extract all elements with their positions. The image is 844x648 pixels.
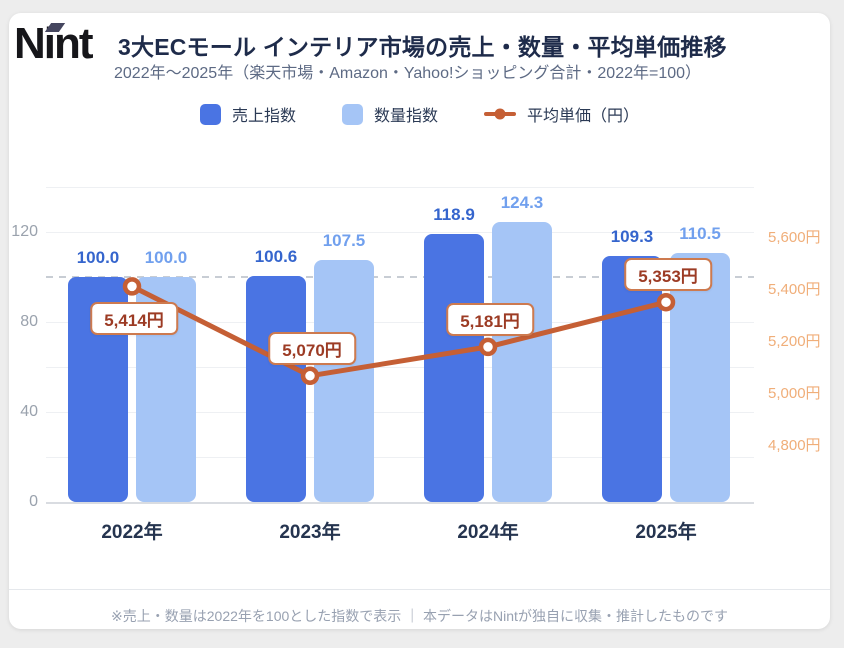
quantity-value-label: 124.3 bbox=[500, 193, 544, 213]
chart-legend: 売上指数 数量指数 平均単価（円） bbox=[9, 102, 830, 126]
legend-item-price: 平均単価（円） bbox=[484, 102, 639, 126]
legend-label-price: 平均単価（円） bbox=[527, 108, 640, 125]
x-axis-label: 2023年 bbox=[279, 522, 341, 543]
legend-item-sales: 売上指数 bbox=[199, 102, 296, 126]
grid-line bbox=[46, 187, 754, 188]
quantity-bar bbox=[492, 222, 552, 502]
reference-line-100 bbox=[46, 276, 754, 278]
left-axis-tick: 120 bbox=[11, 223, 38, 240]
quantity-value-label: 100.0 bbox=[144, 248, 188, 267]
legend-item-quantity: 数量指数 bbox=[341, 102, 438, 126]
price-value-label: 5,414円 bbox=[90, 302, 178, 336]
price-value-label: 5,353円 bbox=[624, 258, 712, 292]
left-axis-tick: 0 bbox=[29, 493, 38, 510]
page-subtitle: 2022年～2025年（楽天市場・Amazon・Yahoo!ショッピング合計・2… bbox=[114, 65, 702, 82]
price-value-label: 5,181円 bbox=[446, 302, 534, 336]
sales-bar bbox=[246, 275, 306, 502]
footer-note: ※売上・数量は2022年を100とした指数で表示 ｜ 本データはNintが独自に… bbox=[111, 608, 728, 624]
footer-divider bbox=[9, 589, 830, 590]
right-axis-tick: 5,000円 bbox=[768, 385, 821, 402]
x-axis-label: 2025年 bbox=[635, 522, 697, 543]
sales-bar bbox=[602, 256, 662, 502]
price-value-label: 5,070円 bbox=[268, 331, 356, 365]
price-line-marker-icon bbox=[484, 108, 516, 120]
sales-swatch-icon bbox=[199, 103, 221, 125]
right-axis-tick: 5,600円 bbox=[768, 229, 821, 246]
quantity-swatch-icon bbox=[341, 103, 363, 125]
sales-value-label: 100.6 bbox=[254, 246, 298, 266]
legend-label-sales: 売上指数 bbox=[231, 108, 296, 125]
grid-line bbox=[46, 232, 754, 233]
sales-value-label: 109.3 bbox=[610, 227, 654, 247]
page-title: 3大ECモール インテリア市場の売上・数量・平均単価推移 bbox=[118, 34, 727, 60]
grid-line bbox=[46, 457, 754, 458]
quantity-bar bbox=[314, 260, 374, 502]
sales-value-label: 118.9 bbox=[433, 205, 475, 225]
quantity-value-label: 107.5 bbox=[322, 231, 366, 251]
grid-line bbox=[46, 412, 754, 413]
quantity-value-label: 110.5 bbox=[679, 224, 721, 244]
right-axis-tick: 5,400円 bbox=[768, 281, 821, 298]
left-axis-tick: 80 bbox=[20, 313, 38, 330]
right-axis-tick: 4,800円 bbox=[768, 437, 821, 454]
legend-label-quantity: 数量指数 bbox=[373, 108, 438, 125]
sales-value-label: 100.0 bbox=[76, 248, 120, 267]
x-axis-baseline bbox=[46, 502, 754, 504]
nint-logo: Nint bbox=[12, 22, 98, 68]
x-axis-label: 2024年 bbox=[457, 522, 519, 543]
right-axis-tick: 5,200円 bbox=[768, 333, 821, 350]
quantity-bar bbox=[670, 253, 730, 502]
sales-bar bbox=[424, 234, 484, 502]
left-axis-tick: 40 bbox=[20, 403, 38, 420]
x-axis-label: 2022年 bbox=[101, 522, 163, 543]
